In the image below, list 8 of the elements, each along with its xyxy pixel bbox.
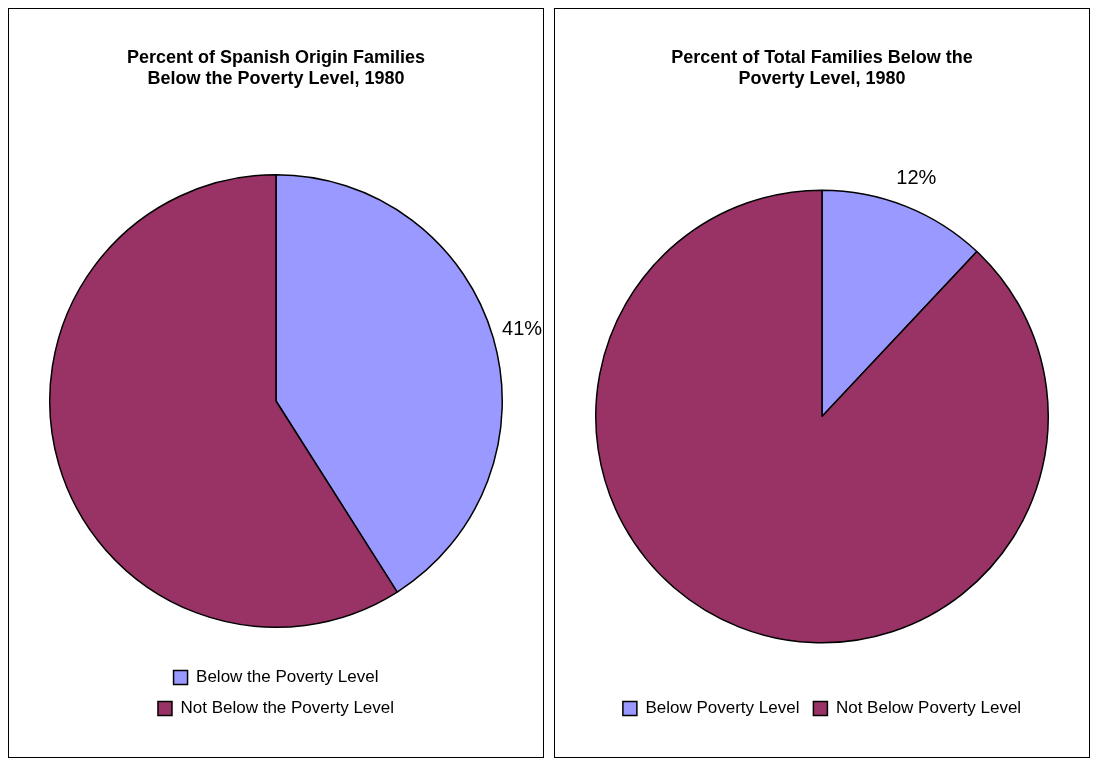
data-label: 41% — [502, 317, 543, 340]
chart-title: Percent of Total Families Below the Poverty Level, 1980 — [670, 47, 974, 90]
data-label: 12% — [896, 165, 937, 188]
legend-label: Not Below the Poverty Level — [180, 698, 395, 718]
legend-label: Below the Poverty Level — [196, 667, 379, 687]
legend-label: Not Below Poverty Level — [835, 698, 1022, 718]
chart-title: Percent of Spanish Origin Families Below the Poverty Level, 1980 — [125, 47, 427, 90]
legend-label: Below Poverty Level — [645, 698, 800, 718]
